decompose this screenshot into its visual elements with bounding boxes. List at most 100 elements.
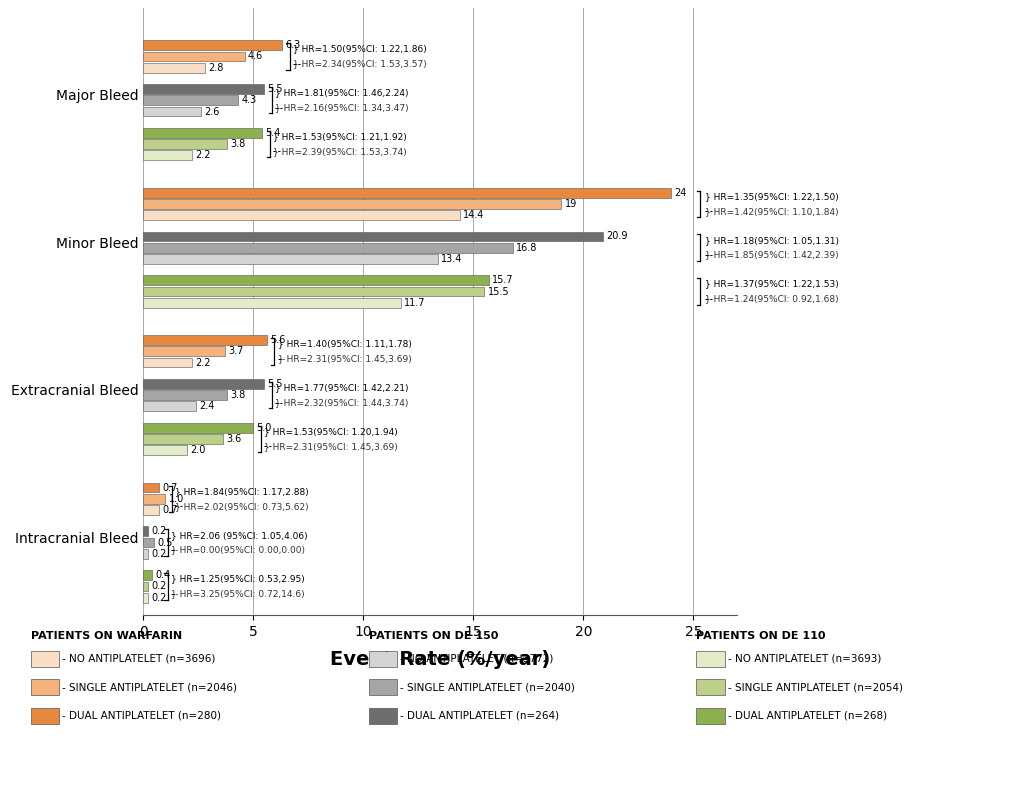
Text: } HR=2.31(95%CI: 1.45,3.69): } HR=2.31(95%CI: 1.45,3.69) bbox=[264, 442, 398, 451]
Text: 0.7: 0.7 bbox=[162, 483, 177, 492]
Text: 5.5: 5.5 bbox=[267, 379, 284, 389]
Text: } HR=1.24(95%CI: 0.92,1.68): } HR=1.24(95%CI: 0.92,1.68) bbox=[706, 294, 839, 304]
Bar bbox=[143, 210, 460, 220]
Bar bbox=[143, 275, 488, 285]
Text: } HR=2.39(95%CI: 1.53,3.74): } HR=2.39(95%CI: 1.53,3.74) bbox=[273, 147, 407, 156]
Text: 3.6: 3.6 bbox=[226, 434, 241, 444]
Bar bbox=[143, 526, 147, 537]
Text: } HR=1.40(95%CI: 1.11,1.78): } HR=1.40(95%CI: 1.11,1.78) bbox=[278, 339, 412, 349]
Text: 15.5: 15.5 bbox=[487, 286, 509, 297]
Text: 3.7: 3.7 bbox=[228, 346, 244, 357]
Text: 2.4: 2.4 bbox=[200, 402, 215, 411]
Bar bbox=[143, 107, 201, 117]
Bar bbox=[143, 139, 227, 149]
Text: 15.7: 15.7 bbox=[492, 275, 514, 286]
Bar bbox=[143, 494, 165, 503]
Text: PATIENTS ON DE 150: PATIENTS ON DE 150 bbox=[369, 631, 498, 641]
Bar bbox=[143, 51, 245, 62]
Text: 2.8: 2.8 bbox=[208, 62, 223, 73]
Text: 5.5: 5.5 bbox=[267, 84, 284, 94]
Text: 13.4: 13.4 bbox=[441, 254, 463, 264]
Bar bbox=[143, 581, 147, 591]
Text: - SINGLE ANTIPLATELET (n=2046): - SINGLE ANTIPLATELET (n=2046) bbox=[62, 682, 238, 692]
Text: } HR=1.53(95%CI: 1.21,1.92): } HR=1.53(95%CI: 1.21,1.92) bbox=[273, 133, 407, 141]
Text: PATIENTS ON DE 110: PATIENTS ON DE 110 bbox=[696, 631, 825, 641]
Text: - NO ANTIPLATELET (n=3693): - NO ANTIPLATELET (n=3693) bbox=[728, 654, 882, 664]
Text: } HR=2.06 (95%CI: 1.05,4.06): } HR=2.06 (95%CI: 1.05,4.06) bbox=[171, 531, 307, 540]
Bar bbox=[143, 445, 187, 455]
Text: } HR=2.02(95%CI: 0.73,5.62): } HR=2.02(95%CI: 0.73,5.62) bbox=[175, 502, 309, 510]
Text: 0.4: 0.4 bbox=[156, 570, 171, 580]
Text: - SINGLE ANTIPLATELET (n=2054): - SINGLE ANTIPLATELET (n=2054) bbox=[728, 682, 903, 692]
Text: } HR=1.53(95%CI: 1.20,1.94): } HR=1.53(95%CI: 1.20,1.94) bbox=[264, 427, 398, 436]
Text: 2.6: 2.6 bbox=[204, 107, 219, 117]
Bar bbox=[143, 357, 191, 368]
Bar bbox=[143, 346, 224, 356]
Text: 2.0: 2.0 bbox=[190, 445, 206, 455]
Text: 0.2: 0.2 bbox=[152, 593, 167, 603]
Text: - DUAL ANTIPLATELET (n=280): - DUAL ANTIPLATELET (n=280) bbox=[62, 711, 221, 720]
Text: - SINGLE ANTIPLATELET (n=2040): - SINGLE ANTIPLATELET (n=2040) bbox=[400, 682, 575, 692]
Bar bbox=[143, 505, 159, 515]
Bar bbox=[143, 335, 266, 345]
Bar bbox=[143, 231, 603, 241]
Bar bbox=[143, 84, 264, 94]
Bar bbox=[143, 391, 227, 400]
Text: } HR=1.84(95%CI: 1.17,2.88): } HR=1.84(95%CI: 1.17,2.88) bbox=[175, 487, 309, 495]
X-axis label: Event Rate (%/year): Event Rate (%/year) bbox=[330, 650, 551, 669]
Text: 0.2: 0.2 bbox=[152, 549, 167, 559]
Text: - DUAL ANTIPLATELET (n=264): - DUAL ANTIPLATELET (n=264) bbox=[400, 711, 559, 720]
Text: 0.7: 0.7 bbox=[162, 505, 177, 515]
Text: 19: 19 bbox=[564, 199, 577, 209]
Bar bbox=[143, 243, 513, 252]
Text: 3.8: 3.8 bbox=[230, 390, 246, 400]
Text: 24: 24 bbox=[675, 188, 687, 197]
Text: 6.3: 6.3 bbox=[286, 40, 300, 50]
Bar bbox=[143, 286, 484, 297]
Bar bbox=[143, 188, 672, 197]
Bar bbox=[143, 199, 561, 209]
Text: } HR=1.50(95%CI: 1.22,1.86): } HR=1.50(95%CI: 1.22,1.86) bbox=[293, 44, 427, 54]
Text: } HR=1.35(95%CI: 1.22,1.50): } HR=1.35(95%CI: 1.22,1.50) bbox=[706, 192, 839, 201]
Bar bbox=[143, 549, 147, 559]
Text: } HR=1.77(95%CI: 1.42,2.21): } HR=1.77(95%CI: 1.42,2.21) bbox=[275, 383, 409, 392]
Bar bbox=[143, 95, 238, 105]
Text: } HR=1.18(95%CI: 1.05,1.31): } HR=1.18(95%CI: 1.05,1.31) bbox=[706, 236, 840, 245]
Bar bbox=[143, 423, 253, 432]
Text: } HR=1.85(95%CI: 1.42,2.39): } HR=1.85(95%CI: 1.42,2.39) bbox=[706, 251, 839, 260]
Text: 16.8: 16.8 bbox=[516, 243, 538, 252]
Text: 1.0: 1.0 bbox=[169, 494, 184, 503]
Text: - NO ANTIPLATELET (n=3772): - NO ANTIPLATELET (n=3772) bbox=[400, 654, 554, 664]
Text: } HR=2.31(95%CI: 1.45,3.69): } HR=2.31(95%CI: 1.45,3.69) bbox=[278, 354, 412, 363]
Text: } HR=0.00(95%CI: 0.00,0.00): } HR=0.00(95%CI: 0.00,0.00) bbox=[171, 545, 305, 555]
Text: 0.2: 0.2 bbox=[152, 526, 167, 537]
Bar bbox=[143, 379, 264, 389]
Bar bbox=[143, 537, 155, 548]
Text: } HR=1.81(95%CI: 1.46,2.24): } HR=1.81(95%CI: 1.46,2.24) bbox=[275, 88, 409, 97]
Bar bbox=[143, 434, 222, 444]
Text: } HR=1.25(95%CI: 0.53,2.95): } HR=1.25(95%CI: 0.53,2.95) bbox=[171, 574, 304, 584]
Text: - DUAL ANTIPLATELET (n=268): - DUAL ANTIPLATELET (n=268) bbox=[728, 711, 887, 720]
Text: } HR=3.25(95%CI: 0.72,14.6): } HR=3.25(95%CI: 0.72,14.6) bbox=[171, 589, 304, 598]
Text: 14.4: 14.4 bbox=[464, 210, 484, 220]
Text: 20.9: 20.9 bbox=[606, 231, 628, 241]
Text: 5.4: 5.4 bbox=[265, 128, 281, 138]
Bar bbox=[143, 483, 159, 492]
Text: 0.5: 0.5 bbox=[158, 537, 173, 548]
Bar bbox=[143, 402, 197, 411]
Text: 4.6: 4.6 bbox=[248, 51, 263, 62]
Text: 2.2: 2.2 bbox=[195, 151, 211, 160]
Text: } HR=2.34(95%CI: 1.53,3.57): } HR=2.34(95%CI: 1.53,3.57) bbox=[293, 59, 427, 69]
Text: 11.7: 11.7 bbox=[404, 297, 426, 308]
Text: } HR=2.32(95%CI: 1.44,3.74): } HR=2.32(95%CI: 1.44,3.74) bbox=[275, 398, 409, 407]
Text: 4.3: 4.3 bbox=[242, 95, 256, 105]
Bar bbox=[143, 128, 262, 138]
Text: PATIENTS ON WARFARIN: PATIENTS ON WARFARIN bbox=[31, 631, 182, 641]
Bar bbox=[143, 254, 438, 264]
Bar bbox=[143, 151, 191, 160]
Bar bbox=[143, 40, 282, 50]
Text: } HR=2.16(95%CI: 1.34,3.47): } HR=2.16(95%CI: 1.34,3.47) bbox=[275, 103, 409, 112]
Text: 5.6: 5.6 bbox=[270, 335, 286, 345]
Text: 3.8: 3.8 bbox=[230, 139, 246, 149]
Bar bbox=[143, 298, 400, 308]
